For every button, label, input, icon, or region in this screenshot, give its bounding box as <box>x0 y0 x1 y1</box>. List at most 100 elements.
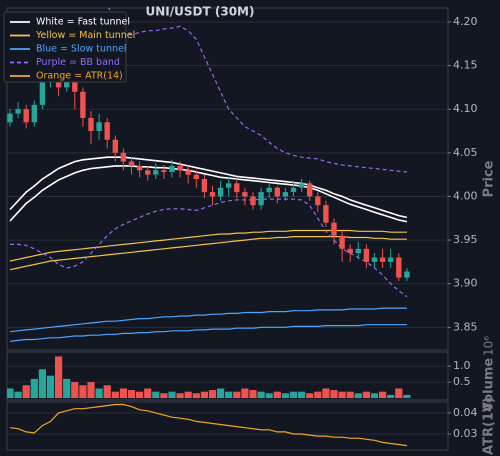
volume-bar <box>136 391 144 399</box>
candle-body <box>39 78 46 105</box>
candle-body <box>161 170 167 173</box>
volume-bar <box>370 393 379 399</box>
candle-body <box>363 248 370 262</box>
volume-bar <box>403 394 411 399</box>
volume-bar <box>87 382 95 399</box>
volume-bar <box>63 378 71 399</box>
volume-bar <box>176 393 184 399</box>
y-tick-label: 4.10 <box>453 102 478 115</box>
volume-bar <box>184 391 192 399</box>
y-axis-label: Price <box>482 160 497 197</box>
candle-body <box>104 122 110 140</box>
candle-body <box>266 187 272 193</box>
candle-body <box>331 222 337 236</box>
y-tick-label: 0.04 <box>453 406 478 419</box>
volume-bar <box>71 382 79 399</box>
line <box>9 236 407 271</box>
candle-body <box>347 248 353 254</box>
legend-label: Yellow = Main tunnel <box>35 30 135 41</box>
candle-body <box>242 192 248 197</box>
volume-bar <box>152 391 160 399</box>
candle-body <box>274 187 280 197</box>
volume-bar <box>144 388 152 399</box>
volume-bar <box>265 393 273 399</box>
candle-body <box>153 170 159 175</box>
chart-title: UNI/USDT (30M) <box>146 5 255 19</box>
candle-body <box>31 104 37 123</box>
volume-bar <box>127 390 136 399</box>
candle-body <box>250 196 256 206</box>
volume-bar <box>273 391 281 399</box>
volume-bar <box>298 391 306 399</box>
volume-bar <box>354 393 362 399</box>
candle-body <box>15 109 21 114</box>
candle-body <box>298 183 305 188</box>
candle-body <box>388 257 394 262</box>
candle-body <box>80 91 86 118</box>
candle-body <box>307 183 313 197</box>
volume-bar <box>387 394 395 399</box>
candle-body <box>290 187 297 193</box>
candle-body <box>145 170 151 175</box>
plot-area <box>7 403 448 447</box>
y-axis-label: Volume <box>482 358 497 413</box>
volume-bar <box>362 391 370 399</box>
volume-bar <box>30 378 38 399</box>
plot-area <box>7 356 448 399</box>
volume-bar <box>330 390 338 399</box>
candle-body <box>201 179 208 193</box>
volume-bar <box>289 391 298 399</box>
candle-body <box>120 152 127 162</box>
volume-bar <box>111 391 119 399</box>
candle-body <box>355 248 361 254</box>
atr-panel <box>6 401 449 451</box>
line <box>9 324 407 342</box>
line <box>9 307 407 333</box>
candle-body <box>258 192 264 206</box>
candle-body <box>315 196 321 206</box>
candle-body <box>177 165 183 171</box>
legend-box <box>3 11 127 83</box>
volume-bar <box>249 390 257 399</box>
volume-bar <box>281 393 289 399</box>
legend: White = Fast tunnel Yellow = Main tunnel B… <box>3 11 135 83</box>
y-tick-label: 4.05 <box>453 146 478 159</box>
line <box>10 198 408 298</box>
y-tick-label: 4.00 <box>453 189 478 202</box>
candle-body <box>323 205 329 223</box>
candle-body <box>169 165 175 173</box>
candle-body <box>404 271 410 278</box>
volume-bar <box>7 388 14 399</box>
y-tick-label: 4.20 <box>453 15 478 28</box>
candle-body <box>282 192 289 197</box>
line <box>9 156 408 219</box>
main-panel <box>6 7 449 351</box>
volume-bar <box>46 375 55 399</box>
volume-bar <box>22 385 30 399</box>
y-tick-label: 3.90 <box>453 277 478 290</box>
volume-bar <box>233 391 241 399</box>
y-tick-label: 3.95 <box>453 233 478 246</box>
volume-bar <box>38 369 46 399</box>
y-tick-label: 3.85 <box>453 320 478 333</box>
candle-body <box>217 187 224 197</box>
candle-body <box>379 257 386 262</box>
candle-body <box>193 174 199 179</box>
candle-body <box>226 183 232 188</box>
candle-body <box>7 113 13 123</box>
y-tick-label: 1.0 <box>453 359 471 372</box>
volume-bar <box>14 391 22 399</box>
volume-panel <box>6 351 449 401</box>
y-tick-label: 0.5 <box>453 375 471 388</box>
candle-body <box>371 257 378 262</box>
candle-body <box>72 74 78 92</box>
volume-bar <box>338 391 346 399</box>
candle-body <box>209 192 216 197</box>
candle-body <box>23 109 29 123</box>
volume-bar <box>119 388 127 399</box>
volume-bar <box>200 391 208 399</box>
volume-bar <box>346 391 354 399</box>
volume-bar <box>55 356 63 399</box>
y-tick-label: 4.15 <box>453 59 478 72</box>
